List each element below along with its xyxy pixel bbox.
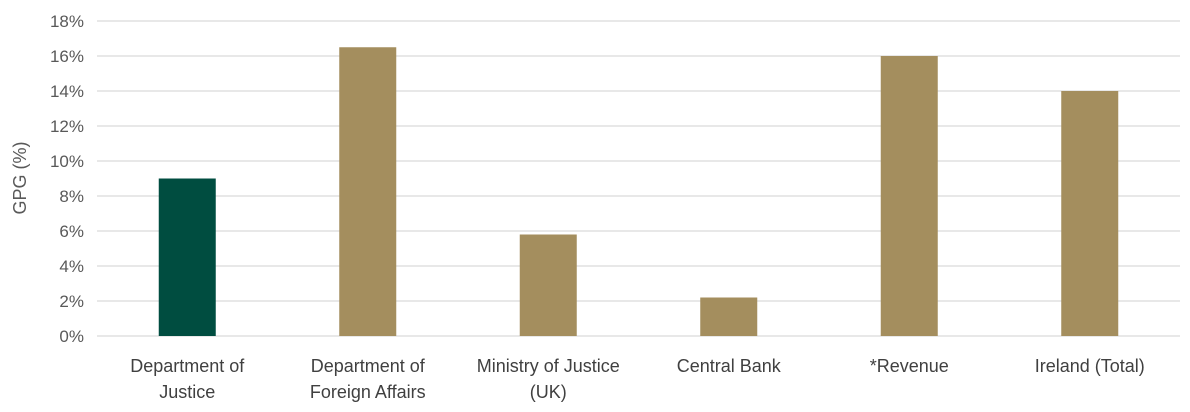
bar [700, 297, 758, 336]
y-tick-label: 10% [50, 152, 84, 171]
bar [519, 234, 577, 336]
x-category-label-line: Justice [159, 382, 215, 402]
y-tick-label: 0% [59, 327, 84, 346]
x-category-label: Ireland (Total) [1035, 356, 1145, 376]
x-category-label: Ministry of Justice (UK) [477, 356, 620, 402]
x-category-label-line: Ireland (Total) [1035, 356, 1145, 376]
y-tick-label: 8% [59, 187, 84, 206]
bar [880, 56, 938, 336]
bar [1061, 91, 1119, 336]
x-category-label: Central Bank [677, 356, 782, 376]
x-category-label: Department of Justice [130, 356, 245, 402]
x-category-label: *Revenue [870, 356, 949, 376]
y-tick-label: 16% [50, 47, 84, 66]
y-axis-title: GPG (%) [10, 141, 30, 214]
x-category-label-line: Foreign Affairs [310, 382, 426, 402]
x-category-label-line: (UK) [530, 382, 567, 402]
x-axis-category-labels: Department of Justice Department of Foreign… [130, 356, 1145, 402]
bar [158, 178, 216, 336]
y-tick-label: 18% [50, 12, 84, 31]
y-tick-label: 6% [59, 222, 84, 241]
y-tick-label: 2% [59, 292, 84, 311]
bars [158, 47, 1119, 336]
x-category-label-line: Central Bank [677, 356, 782, 376]
gridlines [97, 20, 1180, 337]
bar [339, 47, 397, 336]
x-category-label-line: Department of [311, 356, 426, 376]
y-axis-ticks: 0% 2% 4% 6% 8% 10% 12% 14% 16% 18% [50, 12, 84, 346]
y-tick-label: 12% [50, 117, 84, 136]
x-category-label: Department of Foreign Affairs [310, 356, 426, 402]
x-category-label-line: Department of [130, 356, 245, 376]
y-tick-label: 14% [50, 82, 84, 101]
y-tick-label: 4% [59, 257, 84, 276]
x-category-label-line: Ministry of Justice [477, 356, 620, 376]
x-category-label-line: *Revenue [870, 356, 949, 376]
